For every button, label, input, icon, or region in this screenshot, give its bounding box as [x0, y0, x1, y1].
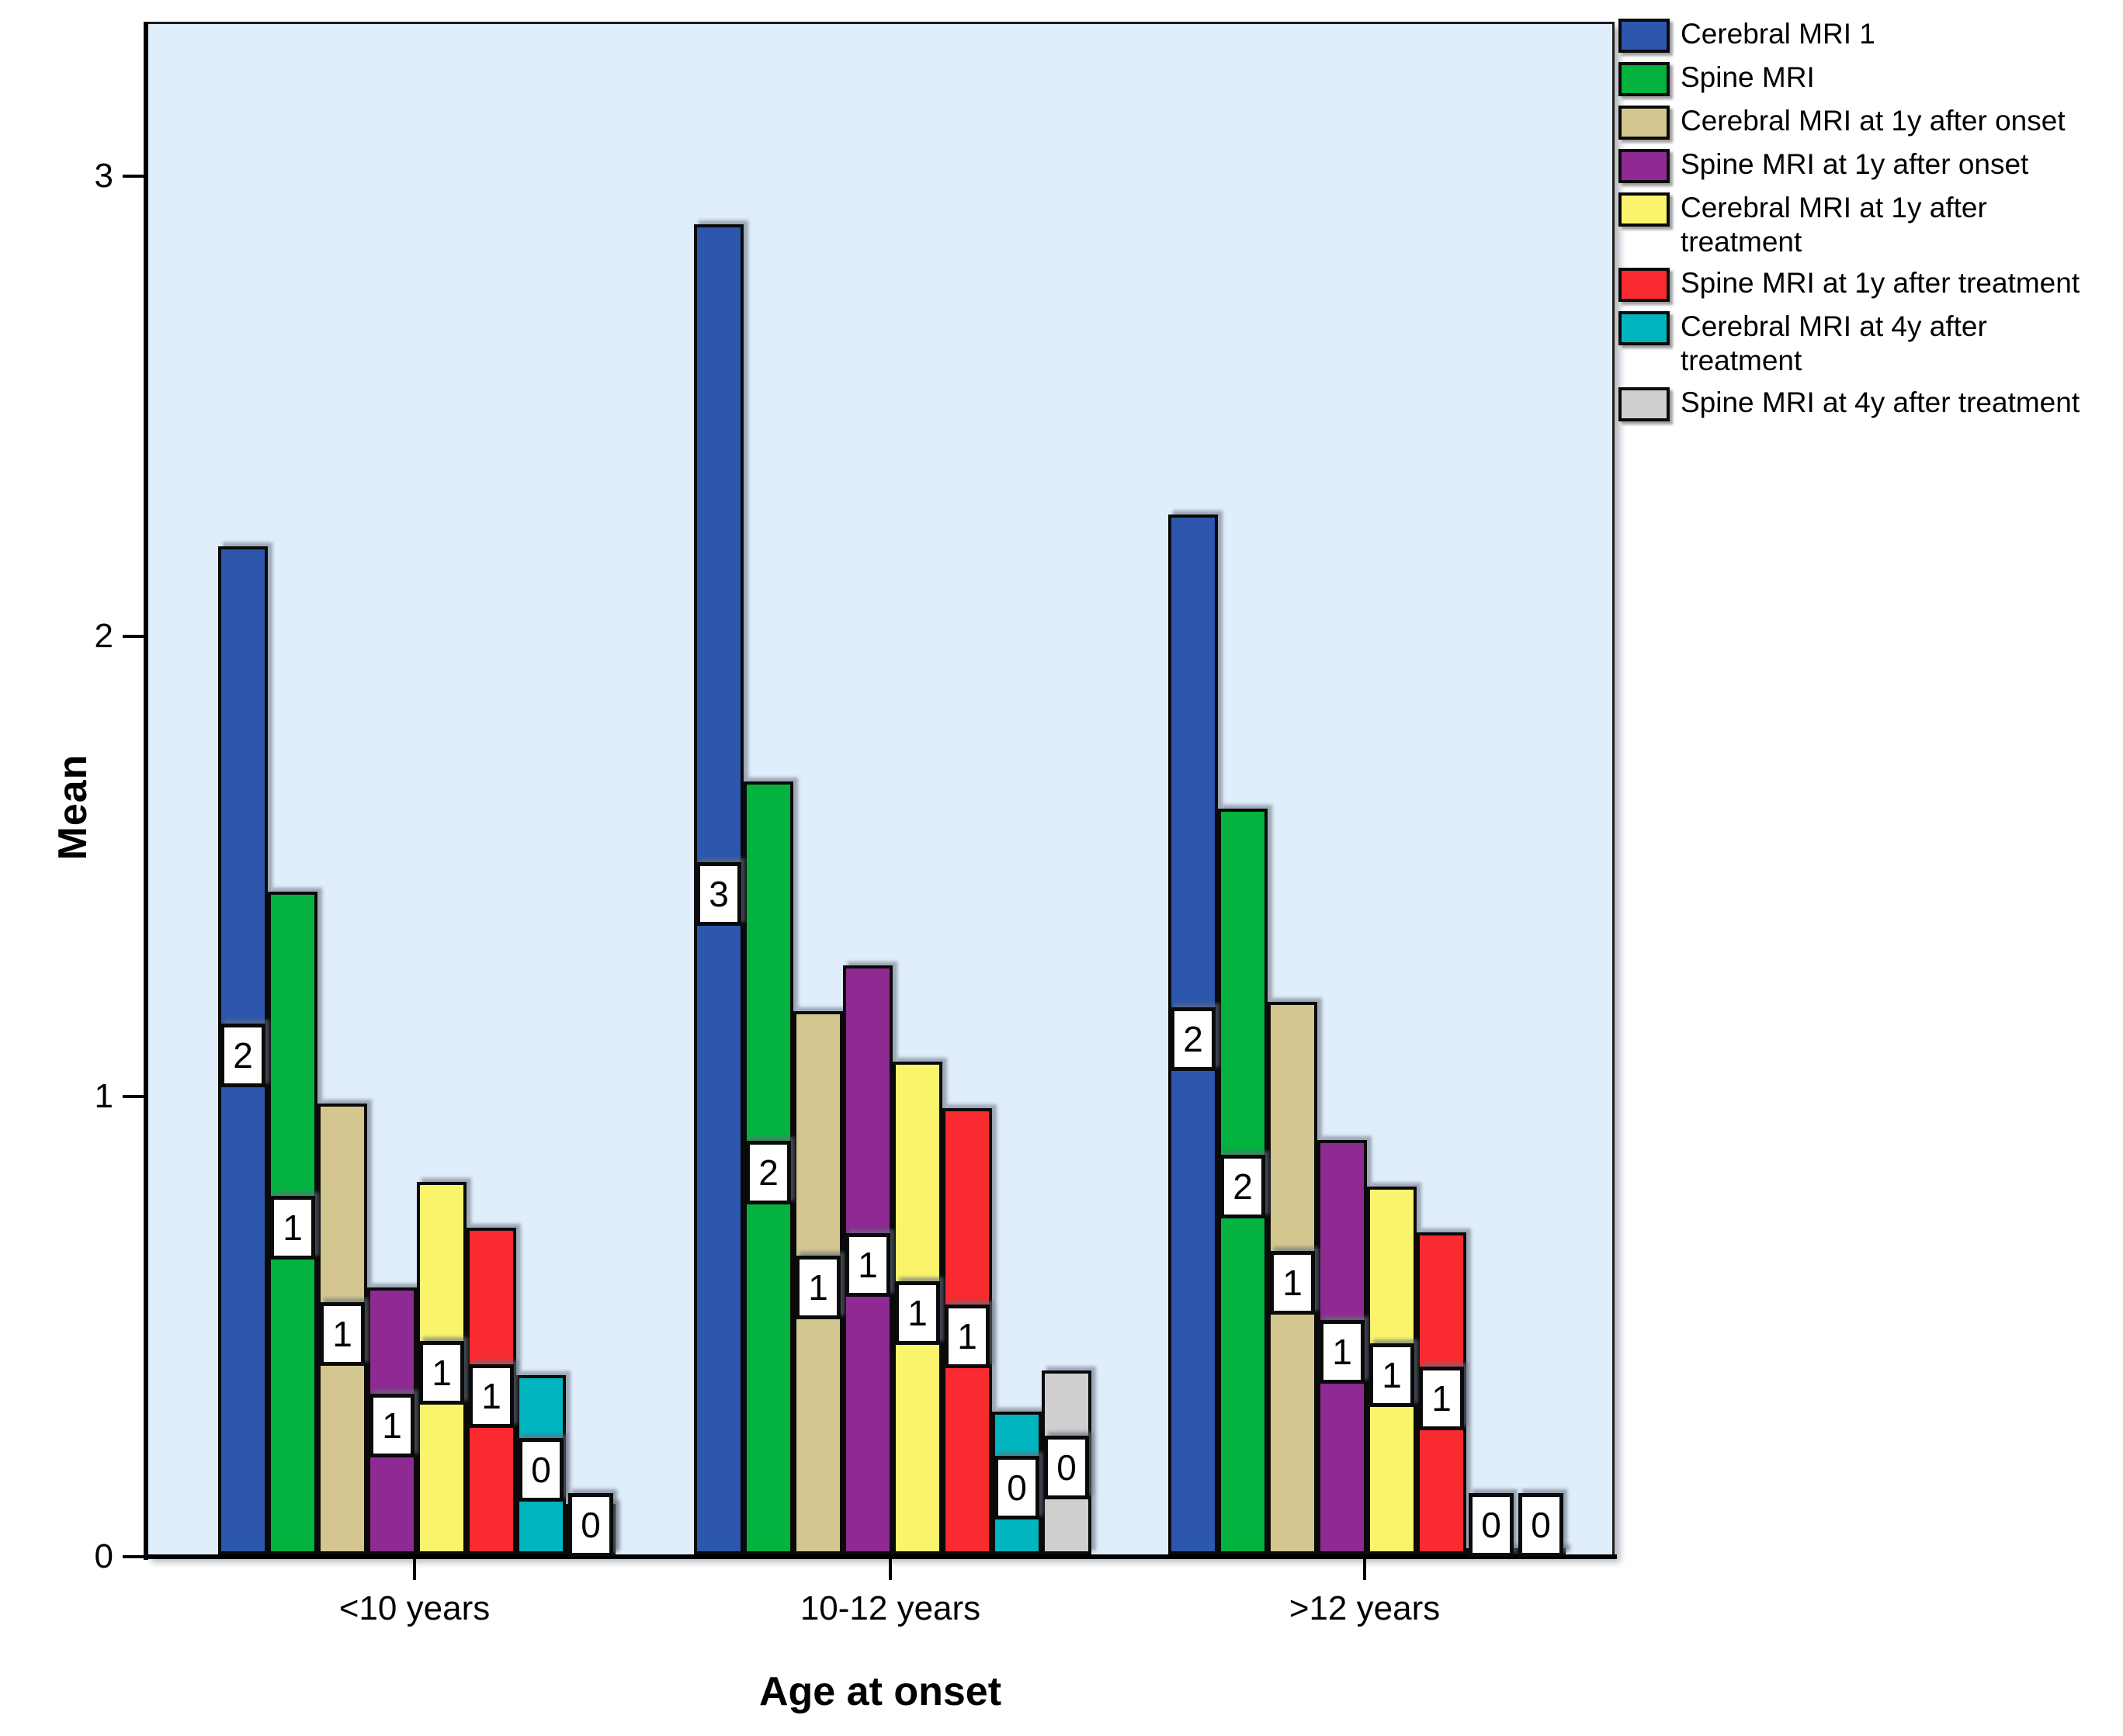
bar-value-label: 0 [1469, 1493, 1514, 1557]
legend-item: Spine MRI at 1y after onset [1618, 147, 2092, 183]
legend-label: Spine MRI at 1y after onset [1681, 148, 2029, 180]
legend-swatch [1618, 62, 1670, 96]
bar-value-label: 1 [419, 1341, 464, 1405]
legend-swatch [1618, 192, 1670, 227]
x-category-label: >12 years [1289, 1589, 1441, 1627]
legend-item: Spine MRI at 1y after treatment [1618, 266, 2092, 303]
legend-label: Spine MRI at 4y after treatment [1681, 386, 2080, 418]
legend-swatch [1618, 268, 1670, 303]
legend-item: Cerebral MRI at 4y after treatment [1618, 310, 2092, 377]
x-category-label: <10 years [338, 1589, 491, 1627]
y-tick-mark [123, 175, 146, 178]
y-tick-mark [123, 1555, 146, 1558]
y-axis-title: Mean [50, 754, 95, 861]
y-tick-label: 3 [94, 157, 113, 195]
bar-value-label: 2 [746, 1141, 791, 1204]
bar-value-label: 1 [320, 1301, 365, 1366]
y-tick-label: 2 [94, 617, 113, 655]
x-tick-mark [1363, 1557, 1366, 1580]
bar-value-label: 1 [1369, 1343, 1414, 1407]
legend-item: Spine MRI at 4y after treatment [1618, 386, 2092, 421]
legend-swatch [1618, 311, 1670, 346]
bar-value-label: 0 [519, 1437, 564, 1502]
y-tick-mark [123, 1095, 146, 1098]
bar-value-label: 1 [469, 1364, 514, 1428]
legend-label: Cerebral MRI at 1y after onset [1681, 105, 2066, 137]
legend-item: Cerebral MRI at 1y after treatment [1618, 191, 2092, 258]
legend-item: Cerebral MRI 1 [1618, 17, 2092, 53]
bar-value-label: 1 [1270, 1251, 1315, 1315]
bar-value-label: 1 [1320, 1320, 1365, 1384]
bar-value-label: 0 [568, 1493, 613, 1557]
y-tick-mark [123, 635, 146, 638]
bar-value-label: 0 [1518, 1493, 1563, 1557]
legend-label: Spine MRI at 1y after treatment [1681, 267, 2080, 300]
y-tick-label: 1 [94, 1077, 113, 1115]
y-tick-label: 0 [94, 1537, 113, 1575]
bar-value-label: 1 [945, 1304, 990, 1368]
x-axis-title: Age at onset [758, 1669, 1002, 1714]
legend-label: Cerebral MRI at 1y after treatment [1681, 192, 1987, 258]
bar-value-label: 0 [994, 1456, 1039, 1519]
legend-item: Spine MRI [1618, 61, 2092, 96]
bar-value-label: 1 [1419, 1366, 1464, 1430]
legend-item: Cerebral MRI at 1y after onset [1618, 104, 2092, 140]
legend-swatch [1618, 386, 1670, 421]
bar-value-label: 1 [845, 1232, 890, 1297]
legend-label: Cerebral MRI at 4y after treatment [1681, 310, 1987, 376]
bar-value-label: 3 [696, 862, 741, 926]
bar-value-label: 1 [270, 1196, 315, 1260]
bar-value-label: 0 [1044, 1435, 1089, 1499]
legend-label: Spine MRI [1681, 61, 1815, 93]
legend-label: Cerebral MRI 1 [1681, 18, 1875, 50]
y-axis-line [144, 22, 148, 1560]
x-axis-line [144, 1554, 1617, 1559]
bar-value-label: 2 [1171, 1007, 1216, 1071]
legend-swatch [1618, 19, 1670, 53]
x-category-label: 10-12 years [800, 1589, 981, 1627]
legend-swatch [1618, 149, 1670, 183]
x-tick-mark [889, 1557, 892, 1580]
bar-value-label: 2 [1220, 1154, 1265, 1218]
bar-value-label: 1 [369, 1394, 415, 1457]
legend-swatch [1618, 106, 1670, 140]
bar-value-label: 1 [796, 1256, 841, 1319]
bar-value-label: 2 [220, 1023, 265, 1087]
bar-value-label: 1 [895, 1280, 940, 1345]
legend: Cerebral MRI 1 Spine MRI Cerebral MRI at 1… [1618, 17, 2092, 421]
x-tick-mark [413, 1557, 416, 1580]
